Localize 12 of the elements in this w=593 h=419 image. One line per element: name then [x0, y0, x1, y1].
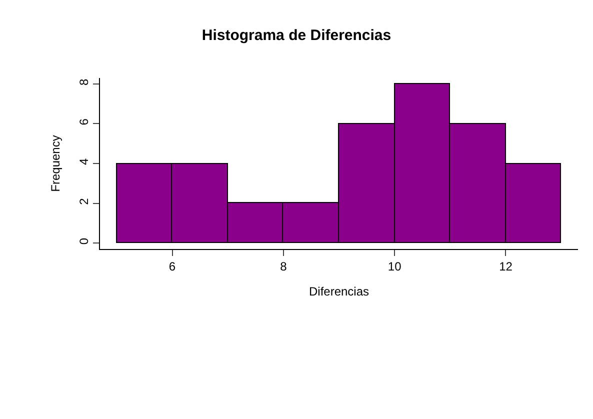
chart-title: Histograma de Diferencias: [202, 26, 392, 44]
x-tick-label: 6: [168, 259, 176, 274]
x-tick-label: 12: [499, 259, 513, 274]
y-tick-label: 4: [77, 158, 92, 166]
x-tick-label: 8: [280, 259, 288, 274]
y-tick-label: 8: [77, 78, 92, 86]
x-tick-label: 10: [388, 259, 402, 274]
y-axis-title: Frequency: [48, 135, 62, 192]
y-tick-label: 6: [77, 118, 92, 126]
y-tick-label: 0: [77, 238, 92, 245]
y-tick-label: 2: [77, 198, 92, 205]
x-axis-title: Diferencias: [308, 284, 370, 298]
